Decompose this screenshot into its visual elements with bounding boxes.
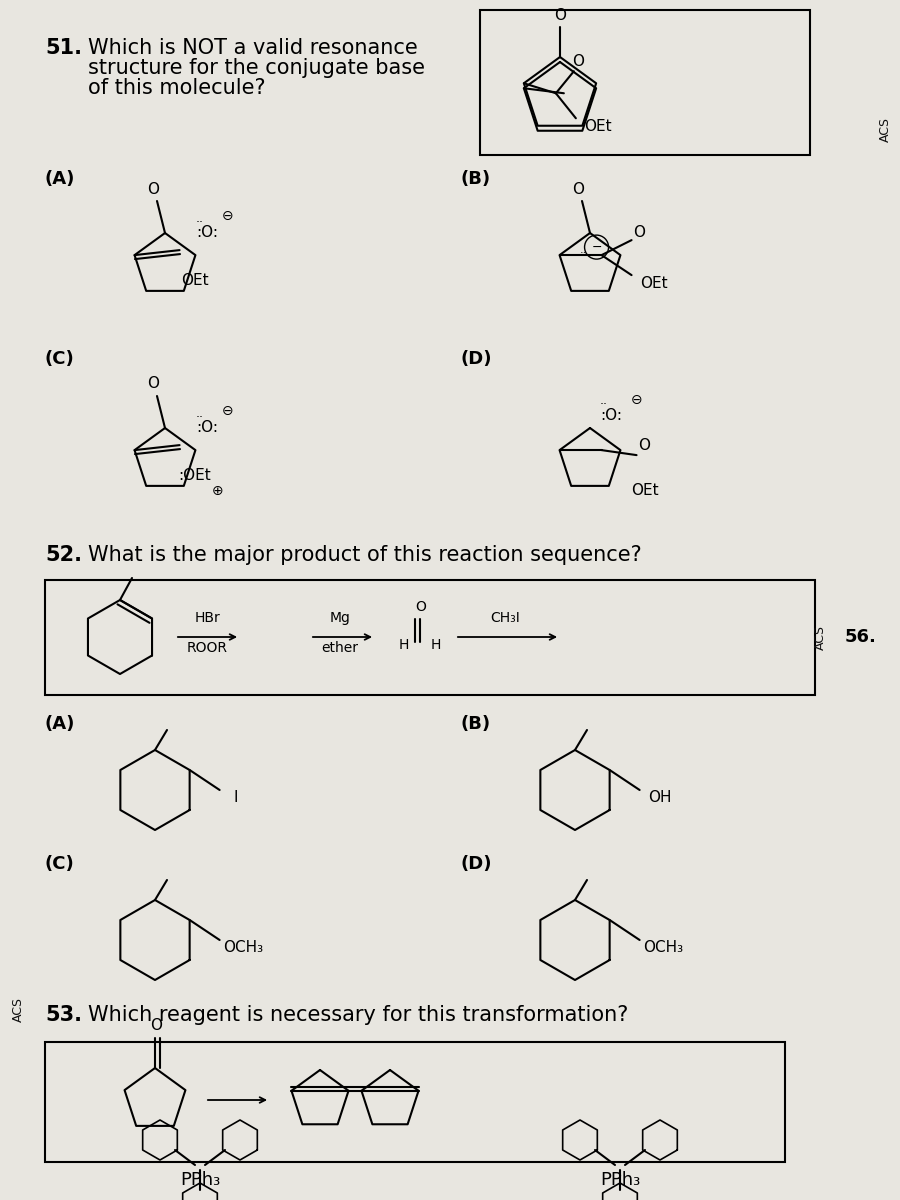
Text: ether: ether [321,641,358,655]
Text: ACS: ACS [878,118,892,143]
Text: OCH₃: OCH₃ [223,941,264,955]
Text: H: H [431,638,441,652]
Text: ⊖: ⊖ [221,404,233,418]
Text: ⊖: ⊖ [221,209,233,223]
Text: Which is NOT a valid resonance: Which is NOT a valid resonance [88,38,418,58]
Text: HBr: HBr [194,611,220,625]
Text: O: O [416,600,427,614]
Text: OEt: OEt [631,482,659,498]
Text: O: O [147,181,159,197]
Text: O: O [634,224,645,240]
Text: O: O [147,377,159,391]
Text: −: − [591,241,602,253]
Text: O: O [572,181,584,197]
Text: PPh₃: PPh₃ [180,1171,220,1189]
Text: :O:: :O: [196,224,219,240]
Text: O: O [554,7,566,23]
Text: (C): (C) [45,854,75,874]
Text: O: O [572,54,584,68]
Text: 52.: 52. [45,545,82,565]
Text: (D): (D) [460,854,491,874]
Text: OEt: OEt [640,276,668,290]
Text: 51.: 51. [45,38,82,58]
Text: ..: .. [195,407,203,420]
Text: O: O [150,1019,162,1033]
Text: of this molecule?: of this molecule? [88,78,266,98]
Text: 53.: 53. [45,1006,82,1025]
Text: structure for the conjugate base: structure for the conjugate base [88,58,425,78]
Text: (A): (A) [45,170,76,188]
Text: 56.: 56. [845,628,877,646]
Text: CH₃I: CH₃I [491,611,520,625]
Text: OH: OH [648,791,671,805]
Text: (A): (A) [45,715,76,733]
Text: ACS: ACS [12,997,24,1022]
Bar [45,580,815,695]
Text: PPh₃: PPh₃ [600,1171,640,1189]
Text: ROOR: ROOR [186,641,228,655]
Text: (C): (C) [45,350,75,368]
Text: ⊖: ⊖ [631,394,643,407]
Text: O: O [639,438,651,452]
Text: ..: .. [580,245,587,256]
Text: ..: .. [195,211,203,224]
Text: :O:: :O: [196,420,219,434]
Text: :OEt: :OEt [178,468,211,482]
Text: :O:: :O: [600,408,623,422]
Text: ACS: ACS [814,624,826,649]
Text: What is the major product of this reaction sequence?: What is the major product of this reacti… [88,545,642,565]
Text: (B): (B) [460,715,491,733]
Text: Which reagent is necessary for this transformation?: Which reagent is necessary for this tran… [88,1006,628,1025]
Text: OCH₃: OCH₃ [644,941,684,955]
Bar [45,1042,785,1162]
Text: OEt: OEt [584,119,612,133]
Text: I: I [233,791,238,805]
Text: (D): (D) [460,350,491,368]
Text: Mg: Mg [329,611,350,625]
Text: H: H [399,638,410,652]
Text: ⊕: ⊕ [212,484,223,498]
Text: (B): (B) [460,170,491,188]
Text: ..: .. [599,394,608,407]
Bar [480,10,810,155]
Text: OEt: OEt [181,272,209,288]
